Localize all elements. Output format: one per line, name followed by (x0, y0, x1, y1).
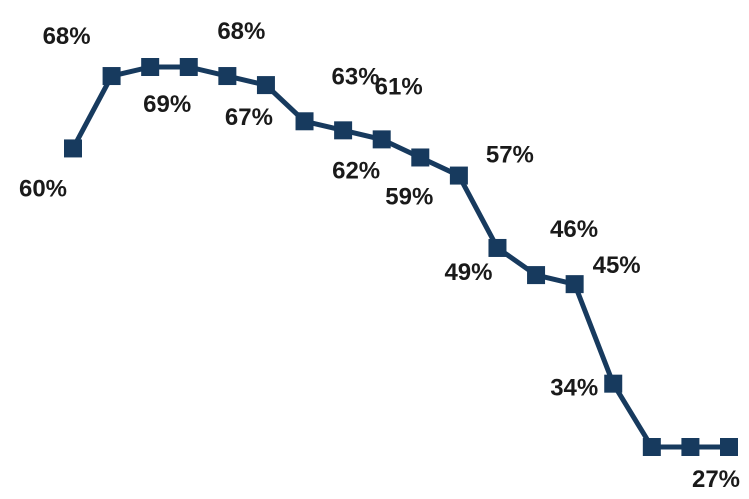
data-label: 69% (143, 91, 191, 118)
data-point-marker (449, 166, 468, 185)
data-label: 62% (332, 157, 380, 184)
marker-group (64, 58, 738, 456)
data-label: 68% (43, 23, 91, 50)
data-point-marker (295, 112, 314, 131)
data-point-marker (565, 275, 584, 294)
data-label: 60% (19, 175, 67, 202)
data-point-marker (642, 438, 661, 456)
data-point-marker (372, 130, 391, 149)
data-label: 27% (692, 466, 740, 493)
data-label: 67% (225, 104, 273, 131)
data-label: 45% (593, 252, 641, 279)
data-point-marker (218, 67, 237, 86)
data-point-marker (527, 266, 546, 285)
data-label: 46% (550, 216, 598, 243)
data-point-marker (64, 139, 82, 158)
data-point-marker (411, 148, 430, 167)
data-point-marker (604, 374, 623, 393)
data-label-group: 60% 68% 69% 68% 67% 63% 62% 61% 59% 57% 49% 46% 45% 3… (19, 18, 740, 493)
data-point-marker (256, 76, 275, 95)
data-label: 49% (444, 259, 492, 286)
data-label: 68% (217, 18, 265, 45)
data-label: 63% (332, 63, 380, 90)
data-point-marker (720, 438, 738, 456)
data-point-marker (681, 438, 700, 456)
data-label: 59% (385, 183, 433, 210)
data-label: 61% (375, 73, 423, 100)
data-label: 34% (550, 375, 598, 402)
data-point-marker (102, 67, 121, 86)
data-point-marker (141, 58, 160, 76)
data-label: 57% (486, 142, 534, 169)
data-point-marker (488, 238, 507, 257)
data-point-marker (179, 58, 198, 76)
data-point-marker (334, 121, 353, 140)
